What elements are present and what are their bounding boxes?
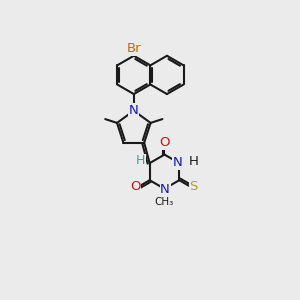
Text: N: N	[129, 103, 139, 117]
Text: O: O	[159, 136, 170, 149]
Text: Br: Br	[127, 42, 141, 55]
Text: CH₃: CH₃	[155, 197, 174, 207]
Text: N: N	[160, 183, 170, 196]
Text: H: H	[136, 154, 146, 167]
Text: H: H	[188, 155, 198, 168]
Text: S: S	[189, 180, 198, 193]
Text: O: O	[130, 180, 141, 193]
Text: N: N	[173, 156, 183, 169]
